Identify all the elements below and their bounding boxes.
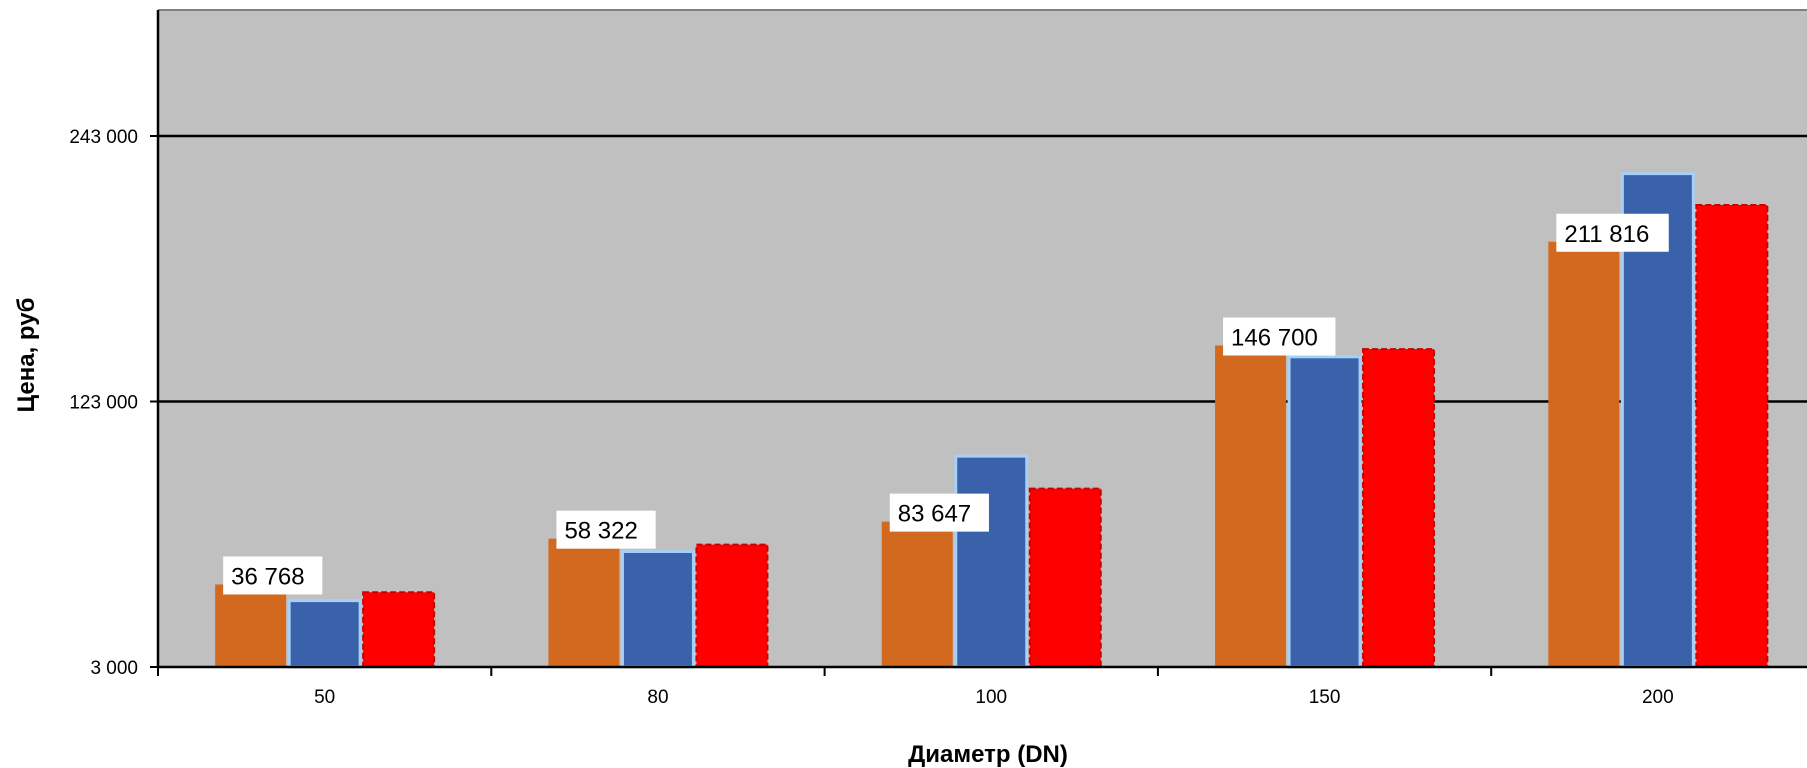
data-label-box [556, 510, 656, 549]
x-axis-title: Диаметр (DN) [908, 741, 1068, 768]
data-label-box [1556, 213, 1669, 252]
bar [881, 521, 953, 667]
x-tick-label: 50 [314, 687, 335, 708]
data-label: 83 647 [898, 501, 971, 528]
bar [1287, 355, 1362, 669]
y-tick-label: 123 000 [69, 393, 138, 414]
data-label: 58 322 [564, 518, 637, 545]
bar [362, 591, 436, 669]
data-label-box [223, 556, 323, 595]
gridlines [158, 134, 1807, 403]
y-tick-label: 243 000 [69, 127, 138, 148]
data-label: 211 816 [1564, 221, 1649, 248]
x-tick-labels: 50 80 100 150 200 [314, 687, 1674, 708]
y-axis-title: Цена, руб [13, 298, 40, 413]
bar [695, 543, 769, 669]
bar [548, 538, 620, 667]
x-tick-label: 100 [975, 687, 1007, 708]
data-labels: 36 768 58 322 83 647 146 700 211 816 [223, 213, 1669, 595]
data-label: 146 700 [1231, 325, 1318, 352]
y-tick-label: 3 000 [90, 658, 138, 679]
bar [954, 454, 1029, 669]
bar [287, 599, 362, 669]
data-label-box [889, 493, 989, 532]
data-label-box [1223, 317, 1336, 356]
bar [1620, 172, 1695, 669]
data-label: 36 768 [231, 563, 304, 590]
bar [1215, 345, 1287, 667]
bar [1695, 203, 1769, 668]
x-tick-label: 80 [647, 687, 668, 708]
bar [1362, 348, 1436, 668]
y-tick-labels: 3 000 123 000 243 000 [69, 127, 138, 679]
axes [150, 9, 1807, 676]
bar [1028, 487, 1102, 668]
bar [620, 550, 695, 669]
x-tick-label: 200 [1642, 687, 1674, 708]
bar [215, 584, 287, 667]
bar [1548, 241, 1620, 667]
x-tick-label: 150 [1309, 687, 1341, 708]
